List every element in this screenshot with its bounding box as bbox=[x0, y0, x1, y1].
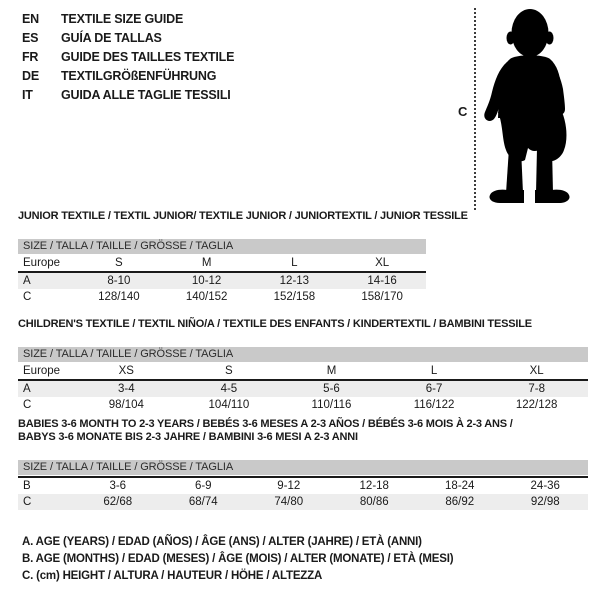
columns-row: Europe S M L XL bbox=[18, 255, 426, 271]
table-cell: 62/68 bbox=[103, 496, 133, 508]
table-cell: 6-7 bbox=[425, 383, 443, 395]
babies-textile-table: BABIES 3-6 MONTH TO 2-3 YEARS / BEBÉS 3-… bbox=[18, 418, 588, 510]
table-cell: 140/152 bbox=[185, 291, 228, 303]
table-row: B 3-6 6-9 9-12 12-18 18-24 24-36 bbox=[18, 478, 588, 494]
table-title: CHILDREN'S TEXTILE / TEXTIL NIÑO/A / TEX… bbox=[18, 318, 588, 331]
table-cell: 74/80 bbox=[274, 496, 304, 508]
table-row: A 3-4 4-5 5-6 6-7 7-8 bbox=[18, 381, 588, 397]
size-header-bar: SIZE / TALLA / TAILLE / GRÖSSE / TAGLIA bbox=[18, 460, 588, 475]
table-cell: 7-8 bbox=[528, 383, 545, 395]
region-label: Europe bbox=[23, 257, 61, 269]
table-cell: 116/122 bbox=[413, 399, 455, 411]
table-cell: 4-5 bbox=[220, 383, 238, 395]
guide-title: TEXTILE SIZE GUIDE bbox=[61, 11, 184, 26]
language-code: IT bbox=[22, 87, 33, 102]
footnotes-block: A. AGE (YEARS) / EDAD (AÑOS) / ÂGE (ANS)… bbox=[22, 536, 454, 587]
language-code: EN bbox=[22, 11, 39, 26]
guide-title: TEXTILGRÖßENFÜHRUNG bbox=[61, 68, 217, 83]
size-column-header: XS bbox=[118, 365, 134, 377]
junior-textile-table: JUNIOR TEXTILE / TEXTIL JUNIOR/ TEXTILE … bbox=[18, 210, 468, 305]
table-cell: 158/170 bbox=[361, 291, 403, 303]
table-rows: A 3-4 4-5 5-6 6-7 7-8 C 98/104 104/110 110/116 116… bbox=[18, 381, 588, 413]
footnote-height-cm: C. (cm) HEIGHT / ALTURA / HAUTEUR / HÖHE… bbox=[22, 570, 323, 582]
size-column-header: M bbox=[201, 257, 212, 269]
table-divider bbox=[18, 379, 588, 381]
table-row: C 128/140 140/152 152/158 158/170 bbox=[18, 289, 426, 305]
table-row: C 62/68 68/74 74/80 80/86 86/92 92/98 bbox=[18, 494, 588, 510]
guide-title: GUIDE DES TAILLES TEXTILE bbox=[61, 49, 235, 64]
guide-title: GUÍA DE TALLAS bbox=[61, 30, 162, 45]
table-cell: 92/98 bbox=[530, 496, 560, 508]
height-measure-label: C bbox=[458, 104, 468, 119]
table-divider bbox=[18, 271, 426, 273]
table-cell: 128/140 bbox=[98, 291, 140, 303]
table-cell: 6-9 bbox=[194, 480, 212, 492]
footnote-age-years: A. AGE (YEARS) / EDAD (AÑOS) / ÂGE (ANS)… bbox=[22, 536, 422, 548]
table-cell: 9-12 bbox=[277, 480, 301, 492]
language-row: IT GUIDA ALLE TAGLIE TESSILI bbox=[22, 85, 234, 104]
table-cell: 8-10 bbox=[107, 275, 131, 287]
language-code: ES bbox=[22, 30, 39, 45]
table-row: A 8-10 10-12 12-13 14-16 bbox=[18, 273, 426, 289]
table-cell: 12-13 bbox=[279, 275, 310, 287]
table-cell: 152/158 bbox=[273, 291, 316, 303]
table-cell: 68/74 bbox=[188, 496, 218, 508]
table-cell: 110/116 bbox=[311, 399, 352, 411]
table-cell: 104/110 bbox=[208, 399, 250, 411]
region-label: Europe bbox=[23, 365, 61, 377]
table-title-line: CHILDREN'S TEXTILE / TEXTIL NIÑO/A / TEX… bbox=[18, 318, 532, 330]
table-cell: 3-6 bbox=[109, 480, 127, 492]
table-cell: 80/86 bbox=[359, 496, 389, 508]
table-cell: 14-16 bbox=[367, 275, 397, 287]
size-column-header: L bbox=[291, 257, 298, 269]
children-textile-table: CHILDREN'S TEXTILE / TEXTIL NIÑO/A / TEX… bbox=[18, 318, 588, 413]
footnote-age-months: B. AGE (MONTHS) / EDAD (MESES) / ÂGE (MO… bbox=[22, 553, 454, 565]
table-title: BABIES 3-6 MONTH TO 2-3 YEARS / BEBÉS 3-… bbox=[18, 418, 588, 444]
guide-title: GUIDA ALLE TAGLIE TESSILI bbox=[61, 87, 231, 102]
language-row: ES GUÍA DE TALLAS bbox=[22, 28, 234, 47]
table-title-line: BABIES 3-6 MONTH TO 2-3 YEARS / BEBÉS 3-… bbox=[18, 418, 513, 430]
table-cell: 10-12 bbox=[191, 275, 222, 287]
row-label: C bbox=[23, 496, 32, 508]
size-header-bar: SIZE / TALLA / TAILLE / GRÖSSE / TAGLIA bbox=[18, 347, 588, 362]
table-cell: 122/128 bbox=[515, 399, 558, 411]
table-title-line: JUNIOR TEXTILE / TEXTIL JUNIOR/ TEXTILE … bbox=[18, 210, 468, 222]
table-cell: 5-6 bbox=[323, 383, 340, 395]
columns-row: Europe XS S M L XL bbox=[18, 363, 588, 379]
row-label: B bbox=[23, 480, 31, 492]
language-row: DE TEXTILGRÖßENFÜHRUNG bbox=[22, 66, 234, 85]
table-title-line: BABYS 3-6 MONATE BIS 2-3 JAHRE / BAMBINI… bbox=[18, 431, 358, 443]
row-label: C bbox=[23, 399, 32, 411]
table-rows: A 8-10 10-12 12-13 14-16 C 128/140 140/152 152/1… bbox=[18, 273, 426, 305]
language-row: FR GUIDE DES TAILLES TEXTILE bbox=[22, 47, 234, 66]
language-code: DE bbox=[22, 68, 39, 83]
baby-silhouette-icon bbox=[484, 9, 570, 203]
table-divider bbox=[18, 476, 588, 478]
language-row: EN TEXTILE SIZE GUIDE bbox=[22, 9, 234, 28]
table-cell: 12-18 bbox=[359, 480, 389, 492]
table-cell: 86/92 bbox=[445, 496, 475, 508]
table-cell: 24-36 bbox=[530, 480, 560, 492]
size-column-header: S bbox=[225, 365, 233, 377]
table-row: C 98/104 104/110 110/116 116/122 122/128 bbox=[18, 397, 588, 413]
table-rows: B 3-6 6-9 9-12 12-18 18-24 24-36 C 62/68 68/74 74/… bbox=[18, 478, 588, 510]
size-column-header: S bbox=[115, 257, 123, 269]
size-column-header: M bbox=[326, 365, 337, 377]
table-cell: 98/104 bbox=[108, 399, 144, 411]
row-label: A bbox=[23, 275, 31, 287]
size-column-header: L bbox=[430, 365, 438, 377]
table-title: JUNIOR TEXTILE / TEXTIL JUNIOR/ TEXTILE … bbox=[18, 210, 468, 223]
table-cell: 18-24 bbox=[445, 480, 475, 492]
size-column-header: XL bbox=[375, 257, 390, 269]
language-code: FR bbox=[22, 49, 39, 64]
row-label: A bbox=[23, 383, 31, 395]
language-title-block: EN TEXTILE SIZE GUIDE ES GUÍA DE TALLAS … bbox=[22, 9, 234, 104]
size-column-header: XL bbox=[529, 365, 544, 377]
height-measure-line bbox=[474, 8, 476, 210]
table-cell: 3-4 bbox=[117, 383, 135, 395]
row-label: C bbox=[23, 291, 32, 303]
size-header-bar: SIZE / TALLA / TAILLE / GRÖSSE / TAGLIA bbox=[18, 239, 426, 254]
